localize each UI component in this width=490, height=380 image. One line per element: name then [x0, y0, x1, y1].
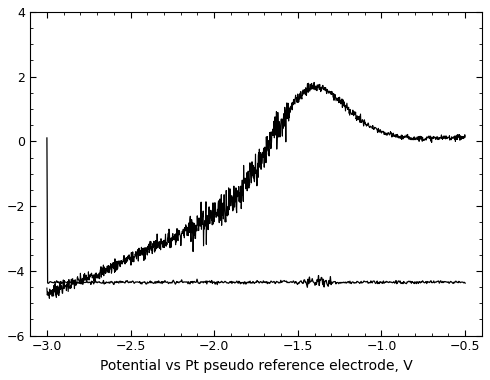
- X-axis label: Potential vs Pt pseudo reference electrode, V: Potential vs Pt pseudo reference electro…: [99, 359, 413, 373]
